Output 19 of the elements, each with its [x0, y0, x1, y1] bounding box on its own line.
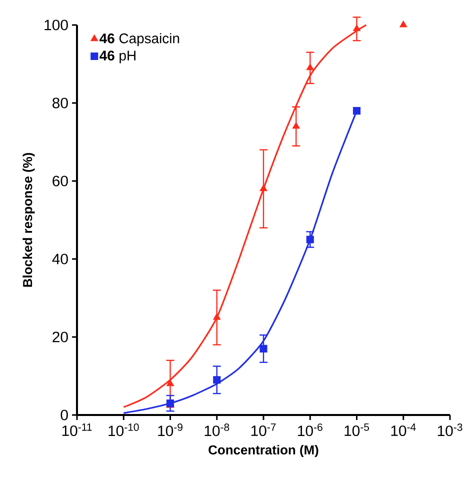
y-tick-label: 0 [60, 410, 68, 420]
x-tick-label: 10$^{-8}$ [204, 424, 230, 436]
x-tick-label: 10$^{-4}$ [391, 424, 416, 436]
x-tick-label: 10$^{-7}$ [251, 424, 276, 436]
legend-label: 46 pH [100, 50, 136, 64]
y-tick-label: 40 [52, 254, 68, 264]
x-tick-label: 10$^{-9}$ [158, 424, 182, 436]
x-tick-label: 10$^{-3}$ [438, 424, 462, 436]
y-axis-title: Blocked response (%) [22, 153, 35, 287]
x-tick-label: 10$^{-11}$ [62, 424, 92, 436]
x-tick-label: 10$^{-10}$ [108, 424, 139, 436]
x-tick-label: 10$^{-6}$ [298, 424, 322, 436]
y-tick-label: 20 [52, 332, 68, 342]
y-tick-label: 100 [44, 20, 68, 30]
y-tick-label: 60 [52, 176, 68, 186]
x-tick-label: 10$^{-5}$ [344, 424, 370, 436]
y-tick-label: 80 [52, 98, 68, 108]
legend-label: 46 Capsaicin [100, 33, 180, 46]
x-axis-title: Concentration (M) [208, 444, 318, 458]
